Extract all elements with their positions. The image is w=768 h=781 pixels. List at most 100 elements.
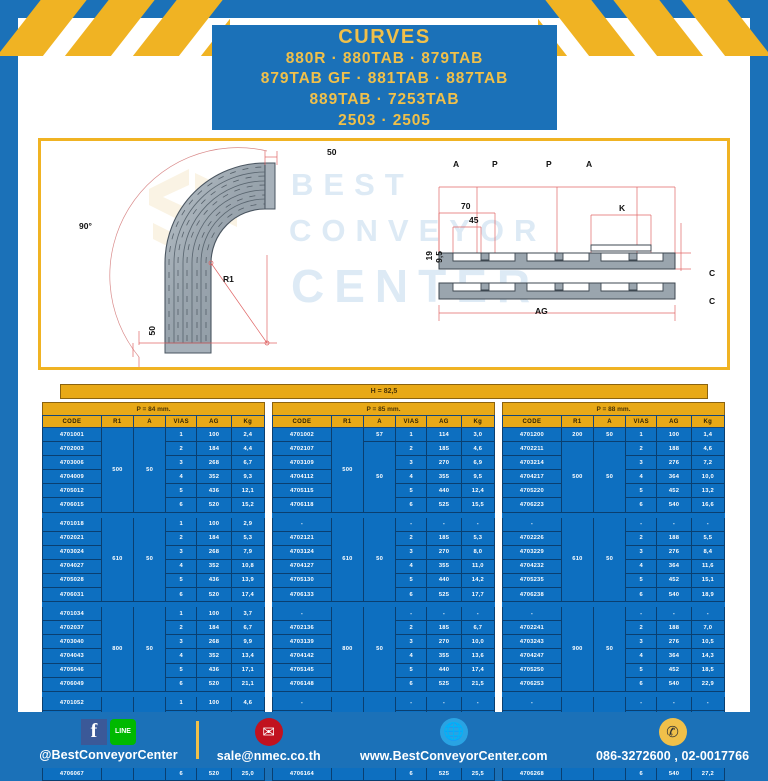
table-row[interactable]: 4705046 5 436 17,1 [42, 662, 266, 678]
table-row[interactable]: 4701002 500 57 1 114 3,0 [272, 426, 496, 513]
footer-website[interactable]: 🌐 www.BestConveyorCenter.com [360, 717, 548, 763]
table-row[interactable]: -100050--- [502, 695, 726, 781]
table-row[interactable]: 4704217 4 364 10,0 [502, 469, 726, 485]
table-row[interactable]: 4702003 2 184 4,4 [42, 441, 266, 457]
table-row[interactable]: 4702107 50 2 185 4,6 [272, 441, 496, 513]
cell-vias: 3 [165, 544, 198, 560]
table-row[interactable]: 4703229 3 276 8,4 [502, 544, 726, 560]
cell-code: 4704217 [502, 469, 562, 485]
table-row[interactable]: -610 50- - - [272, 516, 496, 603]
table-row[interactable]: 4703040 3 268 9,9 [42, 634, 266, 650]
cell-code: 4704043 [42, 648, 102, 664]
cell-a: 50 [133, 516, 167, 603]
table-row[interactable]: 4705012 5 436 12,1 [42, 483, 266, 499]
cell-ag: 525 [426, 766, 462, 781]
table-row[interactable]: 4702121 2 185 5,3 [272, 530, 496, 546]
table-row[interactable]: -100050--- [272, 695, 496, 781]
table-row[interactable]: 4704027 4 352 10,8 [42, 558, 266, 574]
table-row[interactable]: 4701034 800 50 1 100 3,7 [42, 606, 266, 692]
table-row[interactable]: 4703109 3 270 6,9 [272, 455, 496, 471]
cell-r1: 500 [100, 427, 135, 513]
title-models-line-1: 880R · 880TAB · 879TAB [285, 49, 484, 67]
cell-kg: 15,2 [230, 497, 266, 513]
table-row[interactable]: 4704043 4 352 13,4 [42, 648, 266, 664]
table-row[interactable]: 4706253 6 540 22,9 [502, 676, 726, 692]
cell-r1: 800 [330, 606, 365, 692]
table-row[interactable]: 4706223 6 540 16,6 [502, 497, 726, 513]
cell-vias: 6 [395, 587, 428, 603]
cell-kg: 7,9 [230, 544, 266, 560]
cell-ag: 188 [656, 441, 692, 457]
cell-kg: 14,3 [690, 648, 726, 664]
cell-vias: 3 [165, 455, 198, 471]
cell-code: 4705115 [272, 483, 332, 499]
cell-vias: 2 [625, 530, 658, 546]
table-row[interactable]: 4702021 2 184 5,3 [42, 530, 266, 546]
cell-vias: 4 [165, 469, 198, 485]
cell-kg: 7,0 [690, 620, 726, 636]
table-row[interactable]: 4706118 6 525 15,5 [272, 497, 496, 513]
cell-a: 57 [363, 426, 397, 443]
cell-kg: 13,6 [460, 648, 496, 664]
cell-ag: 276 [656, 455, 692, 471]
table-row[interactable]: 4706015 6 520 15,2 [42, 497, 266, 513]
table-row[interactable]: 4703214 3 276 7,2 [502, 455, 726, 471]
group-spacer [502, 601, 725, 608]
table-row[interactable]: 4705130 5 440 14,2 [272, 572, 496, 589]
table-row[interactable]: 4704142 4 355 13,6 [272, 648, 496, 664]
cell-kg: - [690, 516, 726, 532]
footer-facebook[interactable]: f LINE @BestConveyorCenter [39, 718, 178, 762]
table-row[interactable]: 4706238 6 540 18,9 [502, 587, 726, 603]
table-row[interactable]: 4706049 6 520 21,1 [42, 676, 266, 692]
cell-kg: - [690, 695, 726, 711]
table-row[interactable]: 4702037 2 184 6,7 [42, 620, 266, 636]
cell-r1: 800 [100, 606, 135, 692]
table-row[interactable]: 4702211 500 50 2 188 4,6 [502, 441, 726, 513]
table-row[interactable]: 4701200 200 50 1 100 1,4 [502, 426, 726, 443]
table-row[interactable]: 470105210005011004,6 [42, 695, 266, 781]
cell-vias: 6 [165, 497, 198, 513]
cell-kg: 15,1 [690, 572, 726, 589]
table-row[interactable]: 4702136 2 185 6,7 [272, 620, 496, 636]
footer-email[interactable]: ✉ sale@nmec.co.th [217, 717, 321, 763]
table-row[interactable]: 4703139 3 270 10,0 [272, 634, 496, 650]
footer-phone[interactable]: ✆ 086-3272600 , 02-0017766 [596, 717, 749, 763]
table-row[interactable]: -800 50- - - [272, 606, 496, 692]
cell-code: 4703124 [272, 544, 332, 560]
table-row[interactable]: 4705250 5 452 18,5 [502, 662, 726, 678]
cell-kg: 9,3 [230, 469, 266, 485]
table-row[interactable]: 4701001 500 50 1 100 2,4 [42, 426, 266, 513]
table-row[interactable]: 4704009 4 352 9,3 [42, 469, 266, 485]
cell-ag: 436 [196, 572, 232, 589]
table-row[interactable]: 4706133 6 525 17,7 [272, 587, 496, 603]
table-row[interactable]: 4705235 5 452 15,1 [502, 572, 726, 589]
table-row[interactable]: 4703124 3 270 8,0 [272, 544, 496, 560]
table-row[interactable]: -900 50- - - [502, 606, 726, 692]
cell-kg: 12,4 [460, 483, 496, 499]
table-row[interactable]: 4702241 2 188 7,0 [502, 620, 726, 636]
table-row[interactable]: 4706031 6 520 17,4 [42, 587, 266, 603]
table-row[interactable]: 4702226 2 188 5,5 [502, 530, 726, 546]
table-row[interactable]: -610 50- - - [502, 516, 726, 603]
table-row[interactable]: 4701018 610 50 1 100 2,9 [42, 516, 266, 603]
cell-kg: 8,4 [690, 544, 726, 560]
cell-ag: 520 [196, 766, 232, 781]
table-row[interactable]: 4706148 6 525 21,5 [272, 676, 496, 692]
watermark-line-1: BEST [291, 167, 414, 202]
table-row[interactable]: 4704232 4 364 11,6 [502, 558, 726, 574]
table-row[interactable]: 4704127 4 355 11,0 [272, 558, 496, 574]
footer-divider-1 [195, 721, 199, 759]
table-row[interactable]: 4703024 3 268 7,9 [42, 544, 266, 560]
cell-r1: 900 [560, 606, 595, 692]
cell-ag: 540 [656, 676, 692, 692]
cell-vias: 6 [395, 497, 428, 513]
cell-vias: 1 [165, 695, 198, 711]
table-row[interactable]: 4703243 3 276 10,5 [502, 634, 726, 650]
cell-ag: 100 [196, 695, 232, 711]
cell-ag: 452 [656, 483, 692, 499]
table-row[interactable]: 4705145 5 440 17,4 [272, 662, 496, 678]
table-row[interactable]: 4705028 5 436 13,9 [42, 572, 266, 589]
table-row[interactable]: 4704112 4 355 9,5 [272, 469, 496, 485]
table-row[interactable]: 4705115 5 440 12,4 [272, 483, 496, 499]
table-row[interactable]: 4704247 4 364 14,3 [502, 648, 726, 664]
